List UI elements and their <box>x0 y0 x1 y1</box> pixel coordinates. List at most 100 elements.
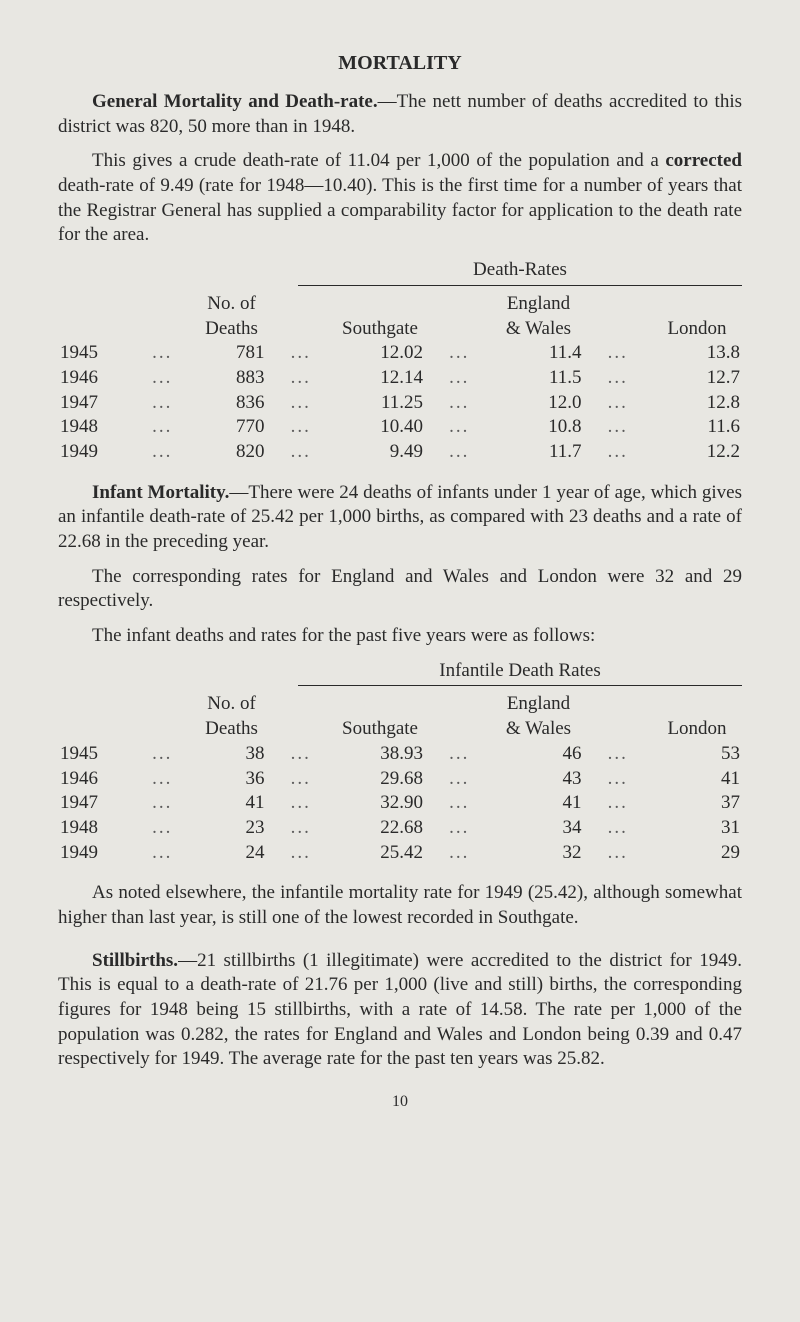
cell-dots: ... <box>128 440 197 465</box>
cell-dots: ... <box>584 841 653 866</box>
paragraph-infant-deaths-intro: The infant deaths and rates for the past… <box>58 624 742 649</box>
cell-year: 1948 <box>58 816 128 841</box>
cell-london: 53 <box>652 742 742 767</box>
para-bold: corrected <box>665 150 742 171</box>
table-death-rates: No. ofDeaths Southgate England& Wales Lo… <box>58 292 742 465</box>
cell-southgate: 12.14 <box>335 366 425 391</box>
header-southgate: Southgate <box>335 292 425 341</box>
cell-year: 1946 <box>58 366 128 391</box>
lead-bold: Stillbirths. <box>92 950 178 971</box>
cell-dots: ... <box>425 366 494 391</box>
cell-deaths: 770 <box>197 415 267 440</box>
cell-southgate: 25.42 <box>335 841 425 866</box>
cell-dots: ... <box>267 391 336 416</box>
section-title: MORTALITY <box>58 50 742 76</box>
cell-year: 1945 <box>58 742 128 767</box>
table-header-row: No. ofDeaths Southgate England& Wales Lo… <box>58 692 742 741</box>
cell-dots: ... <box>425 841 494 866</box>
header-ew: England& Wales <box>494 292 584 341</box>
table-header-row: No. ofDeaths Southgate England& Wales Lo… <box>58 292 742 341</box>
cell-ew: 10.8 <box>494 415 584 440</box>
cell-southgate: 29.68 <box>335 767 425 792</box>
table-rule <box>298 285 742 286</box>
table-row: 1948...770...10.40...10.8...11.6 <box>58 415 742 440</box>
paragraph-stillbirths: Stillbirths.—21 stillbirths (1 illegitim… <box>58 949 742 1072</box>
header-empty <box>58 292 128 341</box>
header-empty <box>58 692 128 741</box>
cell-dots: ... <box>584 767 653 792</box>
table-row: 1946...883...12.14...11.5...12.7 <box>58 366 742 391</box>
cell-london: 37 <box>652 791 742 816</box>
cell-dots: ... <box>584 341 653 366</box>
header-deaths: No. ofDeaths <box>197 292 267 341</box>
cell-ew: 41 <box>494 791 584 816</box>
lead-bold: Infant Mortality. <box>92 482 229 503</box>
cell-deaths: 836 <box>197 391 267 416</box>
cell-dots: ... <box>128 841 197 866</box>
table-row: 1948...23...22.68...34...31 <box>58 816 742 841</box>
cell-dots: ... <box>425 415 494 440</box>
cell-ew: 46 <box>494 742 584 767</box>
cell-london: 11.6 <box>652 415 742 440</box>
table-row: 1945...38...38.93...46...53 <box>58 742 742 767</box>
cell-southgate: 9.49 <box>335 440 425 465</box>
cell-southgate: 10.40 <box>335 415 425 440</box>
cell-dots: ... <box>425 791 494 816</box>
table-row: 1946...36...29.68...43...41 <box>58 767 742 792</box>
para-post: death-rate of 9.49 (rate for 1948—10.40)… <box>58 175 742 245</box>
table-infantile-rates: No. ofDeaths Southgate England& Wales Lo… <box>58 692 742 865</box>
table-row: 1949...820...9.49...11.7...12.2 <box>58 440 742 465</box>
cell-ew: 11.7 <box>494 440 584 465</box>
header-london: London <box>652 292 742 341</box>
cell-year: 1946 <box>58 767 128 792</box>
header-dots <box>267 692 336 741</box>
cell-dots: ... <box>584 440 653 465</box>
cell-dots: ... <box>425 742 494 767</box>
cell-southgate: 22.68 <box>335 816 425 841</box>
header-deaths: No. ofDeaths <box>197 692 267 741</box>
header-dots <box>584 692 653 741</box>
cell-dots: ... <box>584 791 653 816</box>
cell-dots: ... <box>267 366 336 391</box>
cell-dots: ... <box>425 341 494 366</box>
cell-ew: 12.0 <box>494 391 584 416</box>
cell-dots: ... <box>267 341 336 366</box>
cell-dots: ... <box>425 767 494 792</box>
cell-london: 12.7 <box>652 366 742 391</box>
cell-london: 41 <box>652 767 742 792</box>
cell-deaths: 820 <box>197 440 267 465</box>
table-row: 1947...836...11.25...12.0...12.8 <box>58 391 742 416</box>
cell-dots: ... <box>584 391 653 416</box>
cell-southgate: 32.90 <box>335 791 425 816</box>
cell-dots: ... <box>128 366 197 391</box>
cell-dots: ... <box>128 341 197 366</box>
cell-year: 1945 <box>58 341 128 366</box>
cell-ew: 34 <box>494 816 584 841</box>
cell-london: 31 <box>652 816 742 841</box>
cell-dots: ... <box>584 816 653 841</box>
cell-dots: ... <box>267 841 336 866</box>
table-caption-infantile: Infantile Death Rates <box>298 659 742 684</box>
cell-ew: 11.5 <box>494 366 584 391</box>
header-ew: England& Wales <box>494 692 584 741</box>
cell-year: 1947 <box>58 391 128 416</box>
cell-dots: ... <box>128 415 197 440</box>
cell-deaths: 36 <box>197 767 267 792</box>
cell-dots: ... <box>128 742 197 767</box>
cell-dots: ... <box>584 415 653 440</box>
cell-london: 29 <box>652 841 742 866</box>
cell-london: 12.8 <box>652 391 742 416</box>
cell-dots: ... <box>128 791 197 816</box>
cell-deaths: 24 <box>197 841 267 866</box>
cell-dots: ... <box>267 742 336 767</box>
cell-southgate: 12.02 <box>335 341 425 366</box>
cell-london: 13.8 <box>652 341 742 366</box>
cell-year: 1949 <box>58 440 128 465</box>
para-pre: This gives a crude death-rate of 11.04 p… <box>92 150 665 171</box>
cell-dots: ... <box>425 440 494 465</box>
paragraph-as-noted: As noted elsewhere, the infantile mortal… <box>58 881 742 930</box>
cell-deaths: 781 <box>197 341 267 366</box>
cell-southgate: 38.93 <box>335 742 425 767</box>
table-caption-death-rates: Death-Rates <box>298 258 742 283</box>
cell-ew: 32 <box>494 841 584 866</box>
